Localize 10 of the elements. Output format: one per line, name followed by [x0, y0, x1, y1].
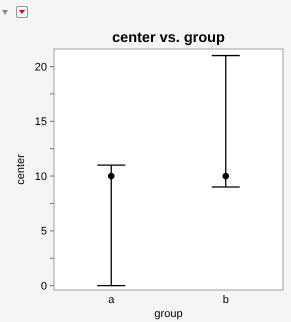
y-tick-label: 10	[34, 170, 47, 183]
y-tick-label: 20	[34, 61, 47, 74]
chart-title: center vs. group	[112, 30, 226, 46]
y-axis-title: center	[15, 154, 27, 185]
y-tick-label: 5	[40, 226, 47, 238]
x-tick-label: b	[222, 294, 229, 306]
x-axis-title: group	[154, 308, 183, 320]
y-tick-label: 0	[40, 280, 47, 292]
y-tick-label: 15	[34, 116, 47, 128]
x-tick-label: a	[108, 294, 116, 306]
